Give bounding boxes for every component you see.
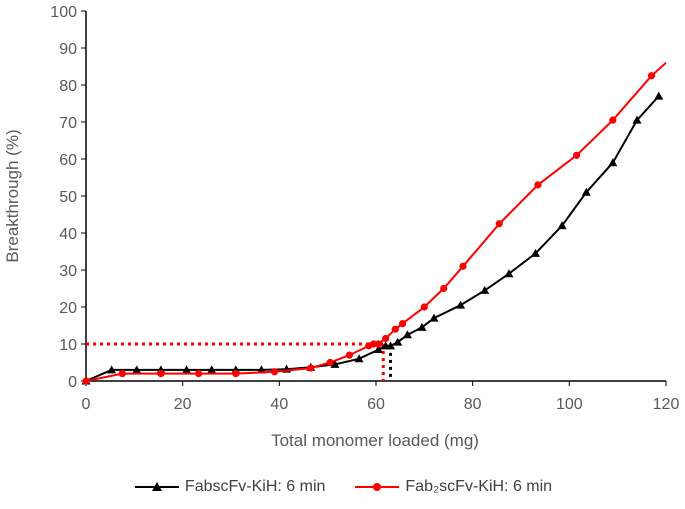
data-point-triangle (632, 115, 642, 124)
axes: 0 10 20 30 40 50 60 70 80 90 100 0 20 40 60 80 100 120 (50, 4, 679, 413)
data-point-triangle (207, 365, 217, 374)
x-tick-label: 120 (653, 396, 680, 413)
x-tick-label: 60 (367, 396, 385, 413)
x-tick-label: 0 (82, 396, 91, 413)
legend-swatch-circle-icon (355, 483, 400, 491)
data-point-triangle (182, 365, 192, 374)
y-tick-label: 60 (59, 152, 77, 169)
data-point-triangle (504, 269, 514, 278)
data-point-circle (82, 377, 90, 385)
data-point-circle (270, 368, 279, 376)
data-point-triangle (456, 300, 466, 309)
data-point-triangle (480, 285, 490, 294)
x-axis-title: Total monomer loaded (mg) (271, 431, 479, 450)
reference-lines (86, 342, 392, 381)
data-point-triangle (354, 354, 364, 363)
data-point-triangle (417, 322, 427, 331)
series-line-1 (85, 62, 667, 382)
data-point-triangle (107, 365, 117, 374)
legend-entry-fab2scfv: Fab₂scFv-KiH: 6 min (353, 478, 552, 496)
data-point-circle (326, 358, 334, 367)
data-point-circle (534, 181, 542, 189)
y-tick-label: 100 (50, 4, 77, 21)
y-axis-title: Breakthrough (%) (3, 129, 22, 262)
data-point-triangle (402, 330, 412, 339)
legend: FabscFv-KiH: 6 min Fab₂scFv-KiH: 6 min (0, 478, 685, 496)
series-line-0 (85, 95, 660, 382)
data-point-triangle (429, 313, 439, 322)
data-point-circle (609, 116, 617, 124)
data-point-circle (382, 334, 390, 343)
y-tick-label: 10 (59, 337, 77, 354)
y-tick-label: 90 (59, 41, 77, 58)
y-tick-label: 30 (59, 263, 77, 280)
data-point-circle (495, 220, 503, 228)
data-point-triangle (132, 365, 142, 374)
legend-label-fab2scfv: Fab₂scFv-KiH: 6 min (405, 478, 553, 495)
x-tick-label: 80 (464, 396, 482, 413)
data-point-circle (391, 325, 399, 333)
data-point-circle (647, 72, 656, 80)
data-point-triangle (531, 248, 540, 257)
y-tick-label: 0 (68, 374, 77, 391)
x-tick-label: 20 (174, 396, 192, 413)
data-point-triangle (330, 359, 340, 368)
legend-label-fabscfv: FabscFv-KiH: 6 min (184, 478, 326, 495)
data-point-circle (420, 303, 428, 311)
data-point-circle (374, 340, 383, 348)
data-point-circle (195, 370, 203, 378)
y-tick-label: 80 (59, 78, 77, 95)
legend-entry-fabscfv: FabscFv-KiH: 6 min (133, 478, 325, 496)
data-point-triangle (393, 337, 403, 346)
data-point-circle (307, 364, 315, 372)
data-point-circle (459, 262, 467, 270)
y-tick-label: 70 (59, 115, 77, 132)
data-point-triangle (654, 91, 664, 100)
breakthrough-chart: 0 10 20 30 40 50 60 70 80 90 100 0 20 40 60 80 100 120 To… (3, 4, 679, 450)
data-point-triangle (373, 345, 383, 354)
legend-swatch-triangle-icon (134, 482, 179, 491)
data-point-circle (232, 370, 240, 378)
y-tick-label: 40 (59, 226, 77, 243)
data-point-triangle (386, 341, 395, 350)
data-point-triangle (608, 158, 618, 167)
x-tick-label: 100 (556, 396, 583, 413)
data-point-circle (398, 320, 407, 328)
data-point-circle (345, 351, 354, 359)
data-point-circle (572, 151, 581, 159)
series-layer (81, 62, 667, 385)
data-point-circle (118, 370, 126, 378)
y-tick-label: 20 (59, 300, 77, 317)
data-point-circle (440, 284, 448, 293)
data-point-circle (157, 370, 165, 378)
data-point-triangle (557, 221, 567, 230)
y-tick-label: 50 (59, 189, 77, 206)
x-tick-label: 40 (270, 396, 288, 413)
data-point-triangle (581, 187, 591, 196)
